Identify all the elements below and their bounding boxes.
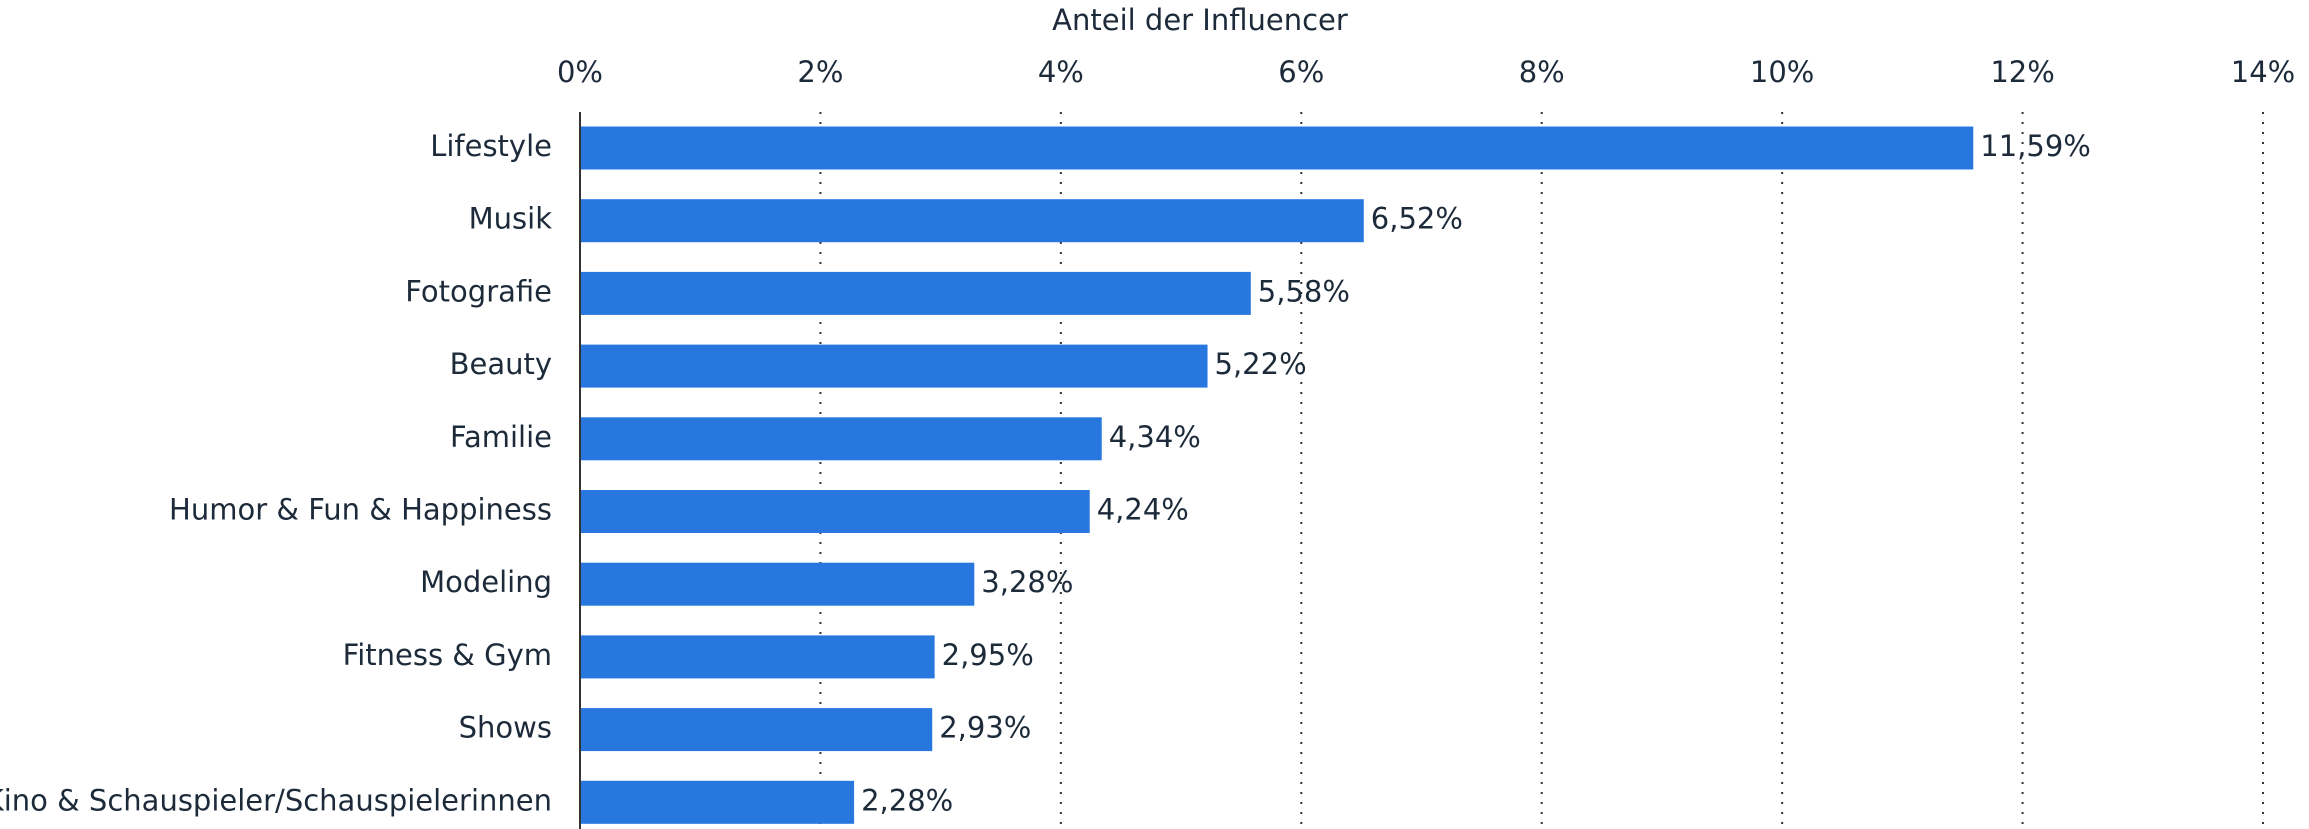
y-tick-label: Fotografie [405, 274, 552, 308]
bar [580, 490, 1090, 533]
value-label: 5,22% [1215, 347, 1307, 381]
x-tick-label: 8% [1519, 55, 1565, 89]
value-label: 4,34% [1109, 420, 1201, 454]
bar [580, 417, 1102, 461]
value-label: 2,95% [942, 638, 1034, 672]
y-tick-label: Humor & Fun & Happiness [169, 493, 552, 527]
y-tick-label: Kino & Schauspieler/Schauspielerinnen [0, 783, 552, 817]
value-label: 4,24% [1097, 493, 1189, 527]
bar [580, 708, 933, 752]
bar [580, 199, 1364, 243]
x-axis-title: Anteil der Influencer [1052, 3, 1348, 37]
bar [580, 126, 1974, 170]
x-tick-label: 10% [1750, 55, 1814, 89]
value-label: 5,58% [1258, 274, 1350, 308]
bar [580, 562, 975, 606]
value-label: 3,28% [981, 565, 1073, 599]
y-tick-label: Fitness & Gym [343, 638, 552, 672]
x-tick-label: 6% [1278, 55, 1324, 89]
value-label: 6,52% [1371, 202, 1463, 236]
x-tick-label: 14% [2231, 55, 2295, 89]
y-tick-label: Musik [469, 202, 553, 236]
x-tick-label: 12% [1990, 55, 2054, 89]
x-tick-label: 2% [797, 55, 843, 89]
value-label: 2,28% [861, 783, 953, 817]
y-tick-label: Familie [450, 420, 552, 454]
bar [580, 271, 1251, 315]
bar [580, 635, 935, 679]
x-tick-label: 0% [557, 55, 603, 89]
x-tick-label: 4% [1038, 55, 1084, 89]
y-tick-label: Shows [459, 711, 552, 745]
value-label: 11,59% [1980, 129, 2091, 163]
y-tick-label: Lifestyle [430, 129, 552, 163]
bar [580, 780, 855, 824]
y-tick-label: Beauty [450, 347, 552, 381]
bar [580, 344, 1208, 388]
y-tick-label: Modeling [420, 565, 552, 599]
value-label: 2,93% [939, 711, 1031, 745]
